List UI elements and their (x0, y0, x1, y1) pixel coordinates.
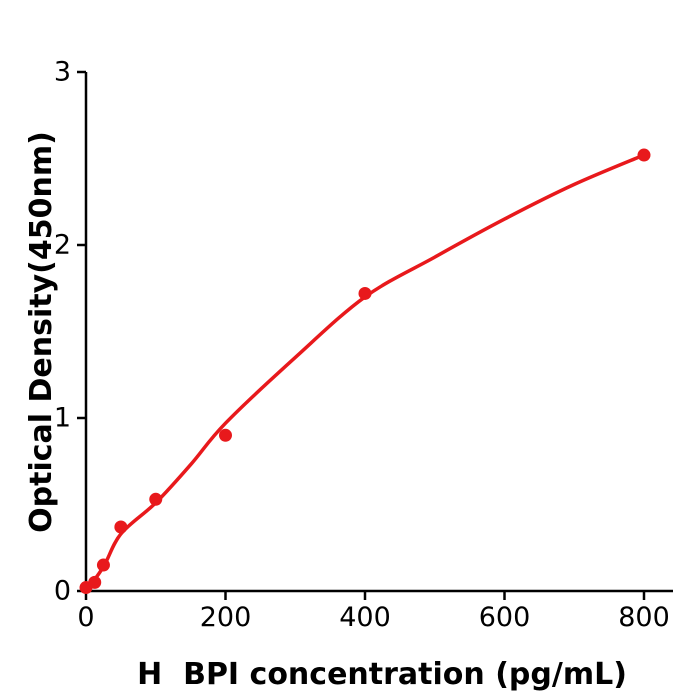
x-tick-label: 600 (479, 602, 531, 633)
x-axis-title: H BPI concentration (pg/mL) (137, 657, 627, 692)
y-tick-label: 1 (54, 403, 71, 434)
y-tick-label: 2 (54, 230, 71, 261)
x-tick-label: 800 (618, 602, 670, 633)
x-tick-label: 200 (200, 602, 252, 633)
fit-curve (84, 153, 646, 593)
data-point (88, 575, 102, 589)
data-point (637, 148, 651, 162)
y-tick-label: 0 (54, 576, 71, 607)
data-point (114, 520, 128, 534)
x-tick-label: 0 (77, 602, 94, 633)
data-point (96, 558, 110, 572)
y-tick-label: 3 (54, 57, 71, 88)
data-point (149, 492, 163, 506)
y-axis-title: Optical Density(450nm) (24, 131, 59, 533)
data-point (358, 286, 372, 300)
data-point (219, 428, 232, 442)
x-tick-label: 400 (339, 602, 391, 633)
